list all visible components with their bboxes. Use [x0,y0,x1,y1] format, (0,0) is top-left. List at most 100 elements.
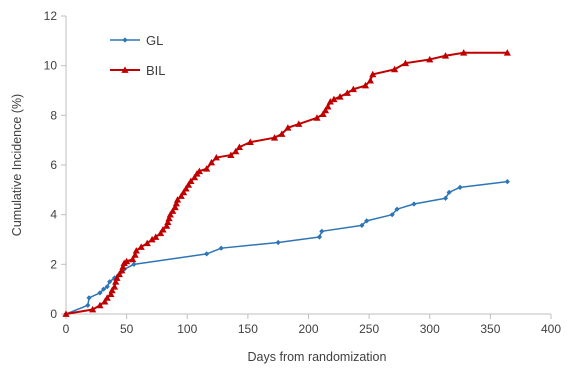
legend-marker-bil [121,66,129,73]
data-point-gl [446,189,452,195]
data-point-bil [369,70,377,78]
data-point-bil [195,167,203,175]
data-point-gl [411,201,417,207]
data-point-bil [401,59,410,67]
data-point-bil [152,233,160,240]
legend-item-bil: BIL [110,63,166,78]
y-tick-label: 8 [50,108,57,122]
data-point-bil [164,218,172,225]
series-bil [62,49,511,317]
data-point-bil [207,158,216,166]
data-point-gl [86,295,92,301]
y-tick-label: 10 [44,59,58,73]
series-line-bil [65,51,508,315]
x-tick-label: 250 [359,322,379,336]
data-point-bil [321,106,330,114]
data-point-bil [166,211,174,218]
data-point-bil [284,124,292,131]
x-tick-label: 350 [480,322,500,336]
data-point-bil [503,49,511,56]
x-tick-label: 100 [177,322,197,336]
data-point-bil [336,93,344,100]
data-point-gl [389,212,395,218]
legend-label-bil: BIL [146,63,166,78]
data-point-gl [364,218,370,224]
data-point-bil [165,214,173,222]
data-point-bil [89,305,97,313]
y-tick-label: 2 [50,257,57,271]
axes: 0 2 4 6 8 10 12 0 50 100 150 200 250 300 350 400 [44,9,562,336]
data-point-bil [349,85,357,93]
series-gl [63,179,510,317]
data-point-bil [180,188,188,196]
data-point-bil [441,52,450,59]
data-point-bil [123,257,131,265]
x-tick-label: 300 [420,322,440,336]
data-point-gl [111,275,118,281]
data-point-bil [143,239,151,247]
data-point-bil [330,95,338,103]
data-point-bil [361,81,370,89]
x-axis-title: Days from randomization [248,350,387,364]
data-point-bil [171,203,179,211]
data-point-bil [326,98,334,105]
data-point-bil [246,138,254,146]
data-point-gl [275,239,281,246]
x-tick-label: 150 [238,322,258,336]
x-tick-label: 200 [298,322,318,336]
x-tick-label: 50 [120,322,134,336]
data-point-bil [190,173,199,181]
y-tick-label: 6 [50,158,57,172]
data-point-bil [131,251,139,258]
data-point-gl [457,184,463,190]
data-point-bil [148,235,156,243]
y-tick-label: 4 [50,208,57,222]
data-point-bil [112,278,120,285]
data-point-gl [359,222,365,228]
data-point-bil [118,266,126,274]
data-point-bil [324,103,332,110]
data-point-gl [394,206,400,212]
data-point-bil [101,297,109,305]
legend-marker-gl [122,37,128,43]
data-point-gl [85,302,91,308]
data-point-gl [131,261,137,267]
data-point-bil [212,153,220,161]
data-point-gl [104,284,110,290]
data-point-bil [203,165,211,172]
legend-item-gl: GL [110,33,163,48]
data-point-bil [115,270,123,278]
data-point-bil [107,290,115,298]
data-point-bil [187,177,195,185]
legend: GL BIL [110,33,166,78]
data-point-bil [110,283,119,290]
data-point-bil [119,263,127,270]
data-point-bil [132,247,140,254]
data-point-gl [316,234,323,240]
data-point-bil [113,274,121,281]
data-point-bil [270,134,279,141]
data-point-gl [319,228,325,234]
data-point-bil [460,49,468,56]
data-point-bil [62,310,70,317]
data-point-bil [313,114,321,121]
data-point-bil [156,229,165,237]
data-point-bil [390,65,399,73]
data-point-bil [278,130,286,137]
data-point-gl [107,279,113,285]
data-point-bil [184,181,193,188]
y-tick-label: 12 [44,9,58,23]
x-tick-label: 0 [63,322,70,336]
y-axis-title: Cumulative Incidence (%) [10,94,24,236]
data-point-bil [163,222,171,229]
plot-area [62,49,511,317]
data-point-bil [96,301,104,309]
data-point-bil [137,243,145,250]
data-point-bil [108,286,116,294]
data-point-gl [204,251,210,257]
data-point-bil [235,143,243,150]
data-point-bil [227,151,235,158]
data-point-bil [177,192,185,199]
data-point-bil [103,294,111,301]
